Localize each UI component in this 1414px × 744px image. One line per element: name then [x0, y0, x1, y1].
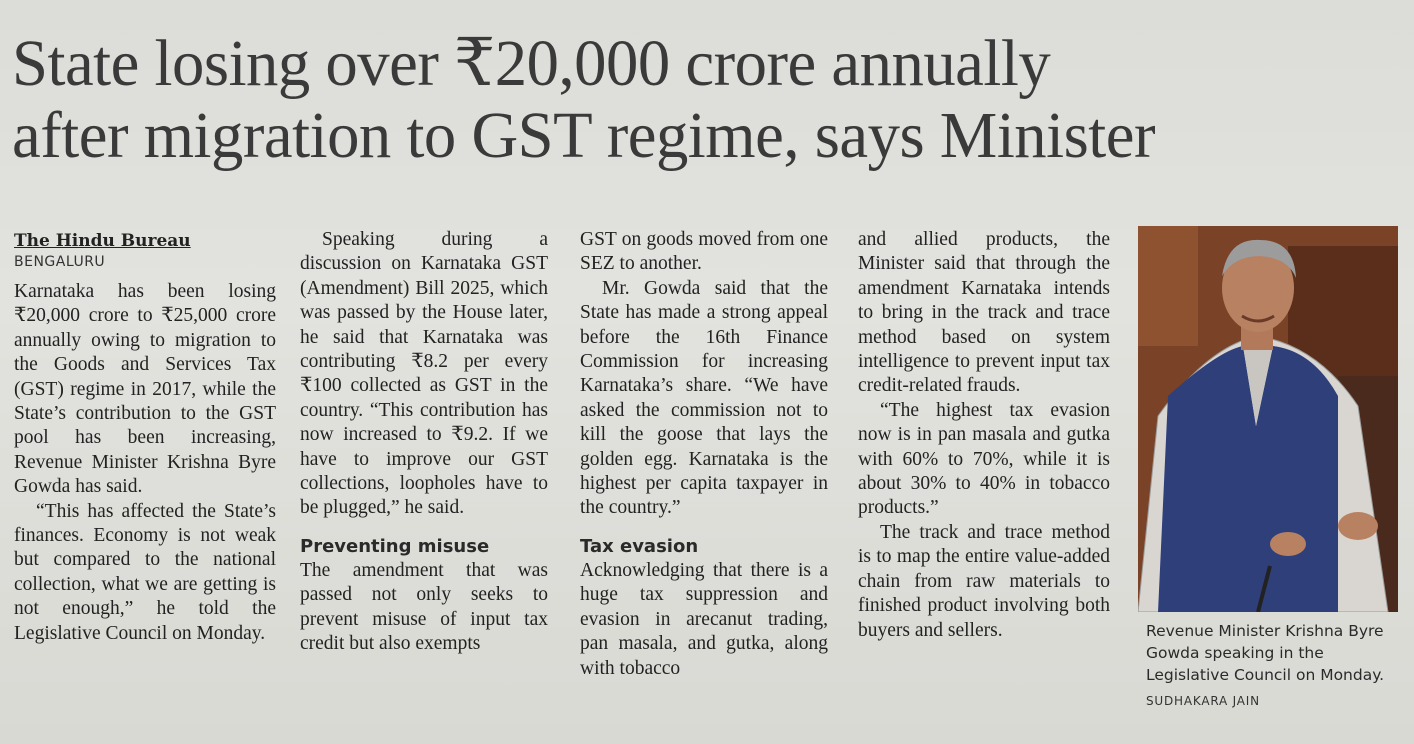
paragraph: “This has affected the State’s finances.… [14, 500, 276, 644]
minister-photo [1138, 226, 1398, 612]
headline-line-2: after migration to GST regime, says Mini… [12, 99, 1156, 172]
paragraph: The track and trace method is to map the… [858, 521, 1110, 641]
headline: State losing over ₹20,000 crore annually… [12, 28, 1384, 172]
article-column-1: The Hindu Bureau BENGALURU Karnataka has… [14, 228, 276, 646]
subhead-tax-evasion: Tax evasion [580, 535, 699, 557]
byline: The Hindu Bureau [14, 231, 191, 251]
article-column-3: GST on goods moved from one SEZ to anoth… [580, 228, 828, 681]
paragraph: Speaking during a discussion on Karnatak… [300, 229, 548, 519]
article-column-4: and allied products, the Minister said t… [858, 228, 1110, 643]
paragraph: The amendment that was passed not only s… [300, 559, 548, 655]
article-column-2: Speaking during a discussion on Karnatak… [300, 228, 548, 657]
paragraph: Acknowledging that there is a huge tax s… [580, 559, 828, 679]
minister-illustration [1138, 226, 1398, 612]
photo-caption: Revenue Minister Krishna Byre Gowda spea… [1146, 622, 1385, 684]
dateline: BENGALURU [14, 254, 106, 270]
paragraph: Mr. Gowda said that the State has made a… [580, 277, 828, 519]
paragraph: “The highest tax evasion now is in pan m… [858, 399, 1110, 519]
paragraph: and allied products, the Minister said t… [858, 229, 1110, 397]
paragraph: Karnataka has been losing ₹20,000 crore … [14, 281, 276, 498]
paragraph: GST on goods moved from one SEZ to anoth… [580, 229, 828, 275]
photo-credit: SUDHAKARA JAIN [1146, 694, 1260, 708]
headline-line-1: State losing over ₹20,000 crore annually [12, 27, 1051, 100]
subhead-preventing-misuse: Preventing misuse [300, 535, 490, 557]
